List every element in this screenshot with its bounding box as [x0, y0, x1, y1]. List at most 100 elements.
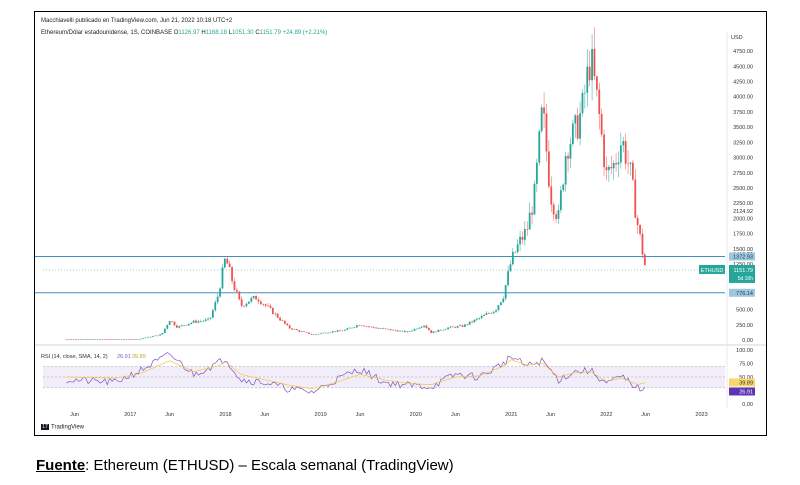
- candle-body: [250, 298, 253, 302]
- candle-body: [91, 339, 94, 340]
- candle-body: [329, 332, 332, 334]
- symbol-tag-bg: [699, 264, 725, 274]
- candle-body: [545, 113, 548, 152]
- x-tick-label: Jun: [546, 412, 555, 418]
- candle-body: [226, 258, 229, 264]
- candle-body: [504, 285, 507, 299]
- level-label-bg: [729, 288, 755, 297]
- ohlc-high-label: H: [201, 30, 206, 36]
- candle-body: [209, 317, 212, 319]
- x-tick-label: 2018: [219, 412, 231, 418]
- y-tick-label: 4250.00: [733, 80, 753, 86]
- candle-body: [72, 339, 75, 340]
- candle-body: [461, 325, 464, 327]
- candle-body: [408, 331, 411, 332]
- candle-body: [180, 325, 183, 327]
- candle-body: [343, 329, 346, 331]
- candle-body: [70, 339, 73, 341]
- candle-body: [471, 321, 473, 323]
- candle-body: [168, 321, 171, 326]
- candle-body: [631, 162, 634, 180]
- candle-body: [324, 332, 327, 334]
- candle-body: [279, 317, 281, 321]
- candle-body: [562, 184, 565, 191]
- candle-body: [435, 331, 437, 333]
- candle-body: [607, 166, 610, 171]
- x-tick-label: 2017: [124, 412, 136, 418]
- candle-body: [195, 320, 197, 323]
- y-tick-label: 2124.92: [733, 209, 753, 215]
- candle-body: [514, 251, 517, 253]
- candle-body: [557, 210, 560, 219]
- candle-body: [375, 327, 377, 329]
- candle-body: [413, 328, 416, 331]
- candle-body: [147, 336, 149, 338]
- candle-body: [391, 329, 394, 331]
- x-tick-label: 2022: [600, 412, 612, 418]
- rsi-ma-line: [66, 359, 646, 390]
- candle-body: [298, 330, 301, 332]
- y-tick-label: 3750.00: [733, 110, 753, 116]
- caption-text: : Ethereum (ETHUSD) – Escala semanal (Tr…: [85, 457, 454, 474]
- candle-body: [641, 233, 644, 255]
- candle-body: [372, 326, 375, 328]
- candle-body: [202, 320, 205, 322]
- candle-body: [221, 267, 224, 289]
- candle-body: [240, 299, 243, 306]
- candle-body: [223, 258, 226, 268]
- candle-body: [103, 339, 106, 340]
- candle-body: [315, 334, 317, 335]
- candle-body: [257, 299, 260, 302]
- candle-body: [403, 330, 406, 333]
- candle-body: [288, 325, 291, 329]
- candle-body: [442, 329, 445, 331]
- candle-body: [451, 326, 454, 328]
- candle-body: [535, 162, 538, 184]
- candle-body: [473, 319, 476, 323]
- x-tick-label: Jun: [165, 412, 174, 418]
- ohlc-change: +24.89 (+2.21%): [282, 30, 328, 36]
- candle-body: [207, 318, 209, 320]
- candle-body: [619, 145, 622, 163]
- candle-body: [387, 328, 389, 330]
- candle-body: [523, 229, 526, 240]
- candle-body: [389, 329, 392, 331]
- candle-body: [75, 339, 77, 340]
- candle-body: [130, 339, 133, 340]
- candle-body: [190, 322, 193, 324]
- rsi-tag-bg: [729, 387, 755, 396]
- candle-body: [163, 328, 166, 334]
- candle-body: [552, 204, 555, 215]
- level-label: 1372.93: [733, 255, 753, 261]
- candle-body: [588, 66, 591, 81]
- y-tick-label: 0.00: [742, 338, 753, 344]
- candle-body: [571, 123, 574, 145]
- candle-body: [327, 332, 329, 334]
- candle-body: [569, 144, 572, 159]
- candle-body: [516, 244, 519, 253]
- ohlc-high-value: 1168.18: [205, 30, 227, 36]
- candle-body: [600, 114, 603, 135]
- y-tick-label: 2250.00: [733, 201, 753, 207]
- candle-body: [567, 155, 569, 159]
- candle-body: [478, 317, 481, 319]
- candle-body: [379, 328, 382, 329]
- candle-body: [579, 113, 581, 139]
- candle-body: [120, 339, 123, 340]
- candle-body: [447, 327, 449, 330]
- candle-body: [339, 330, 341, 331]
- candle-body: [511, 251, 514, 265]
- candle-body: [94, 339, 97, 340]
- candle-body: [360, 325, 363, 327]
- candle-body: [495, 310, 497, 312]
- candle-body: [271, 307, 274, 315]
- symbol-line: Ethereum/Dólar estadounidense, 1S, COINB…: [41, 30, 173, 36]
- candle-body: [178, 326, 181, 328]
- candle-body: [262, 304, 265, 305]
- candle-body: [636, 217, 639, 225]
- tradingview-brand: TradingView: [51, 425, 85, 431]
- candle-body: [137, 339, 140, 340]
- candle-body: [555, 214, 557, 219]
- candle-body: [87, 339, 89, 340]
- candle-body: [463, 324, 466, 327]
